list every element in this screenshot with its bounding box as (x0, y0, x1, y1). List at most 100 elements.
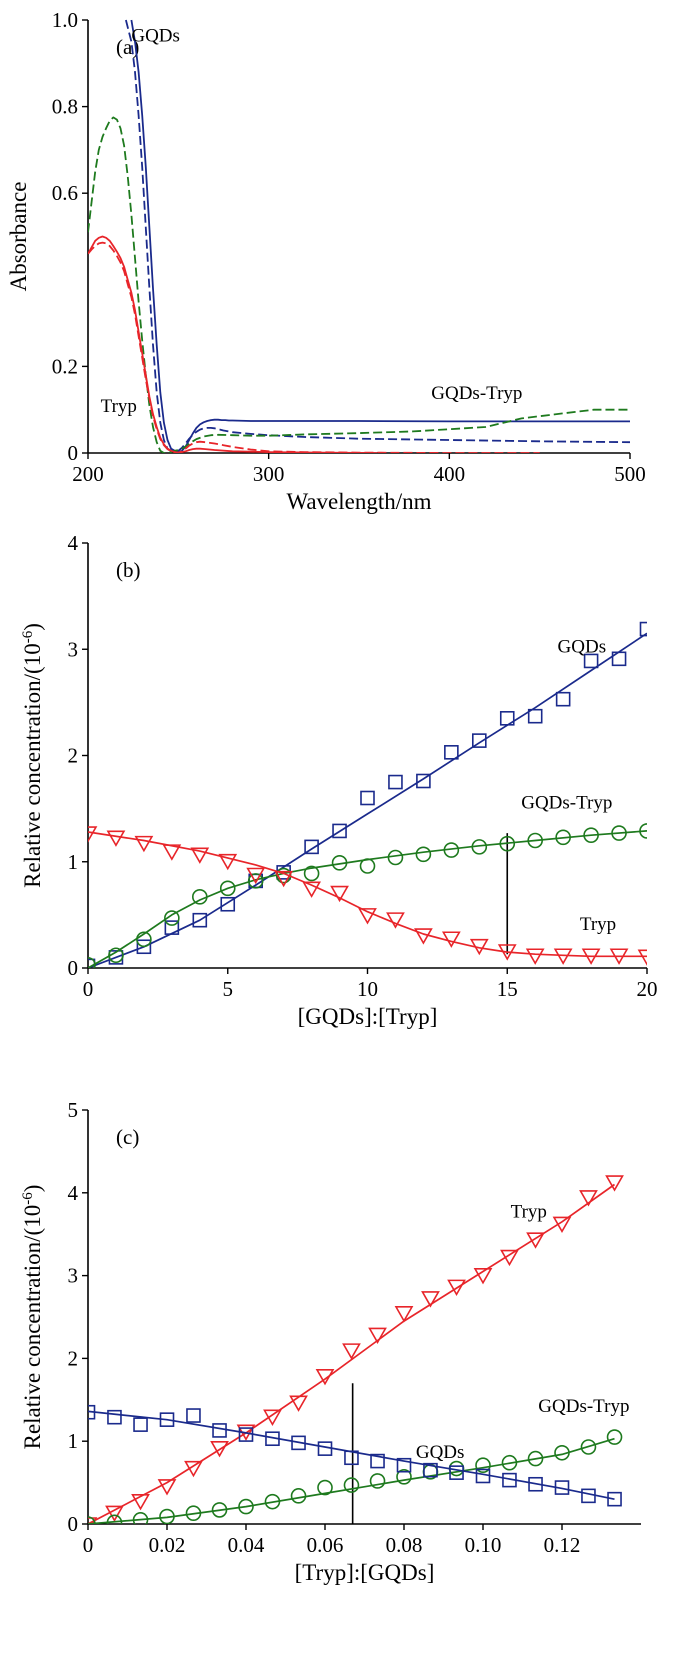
data-point-circle (396, 1469, 412, 1485)
series-0 (130, 19, 630, 453)
chart-panel-b: 0 5 10 15 20 0 1 2 3 4 [GQDs]:[Tryp] Relative conce… (20, 531, 658, 1029)
data-point-circle (583, 827, 599, 843)
data-point-square (164, 920, 180, 935)
annotation-label: GQDs (416, 1442, 465, 1463)
x-tick-label: 0.02 (149, 1533, 186, 1557)
data-point-square (238, 1427, 254, 1442)
y-tick-label: 4 (68, 1181, 79, 1205)
data-point-triangle (553, 948, 573, 965)
data-point-triangle (368, 1327, 387, 1345)
data-point-circle (317, 1479, 333, 1496)
data-point-triangle (358, 908, 377, 925)
y-tick-label: 0 (68, 1512, 79, 1536)
data-point-triangle (218, 853, 238, 871)
x-tick-label: 0.08 (386, 1533, 423, 1557)
x-tick-label: 400 (434, 462, 466, 486)
y-tick-label: 2 (68, 744, 79, 768)
data-point-triangle (394, 1306, 414, 1323)
y-tick-label: 0.2 (52, 354, 78, 378)
data-point-triangle (157, 1479, 177, 1496)
data-point-circle (555, 829, 571, 846)
data-point-triangle (106, 830, 126, 847)
y-tick-label: 0.8 (52, 95, 78, 119)
annotation-label: Tryp (580, 914, 616, 935)
data-point-triangle (609, 948, 629, 965)
data-point-square (471, 733, 487, 748)
data-point-triangle (302, 881, 321, 898)
data-point-square (527, 708, 543, 724)
data-point-square (444, 745, 459, 760)
data-point-square (639, 621, 647, 637)
data-point-circle (527, 832, 544, 849)
spectrum-line (88, 241, 540, 453)
data-point-triangle (441, 931, 461, 948)
data-point-circle (554, 1444, 570, 1461)
data-point-circle (106, 1514, 123, 1524)
annotation-label: GQDs (558, 636, 607, 657)
x-tick-label: 20 (637, 977, 658, 1001)
data-point-circle (185, 1505, 202, 1522)
y-tick-label: 0.6 (52, 181, 78, 205)
y-axis-title-main: Relative concentration/(10 (20, 1205, 45, 1450)
data-point-triangle (184, 1460, 203, 1478)
data-point-triangle (342, 1343, 361, 1360)
data-point-triangle (162, 844, 182, 861)
data-point-square (581, 1488, 596, 1504)
data-point-circle (387, 849, 404, 866)
annotation-label: Tryp (511, 1202, 547, 1223)
data-point-triangle (421, 1291, 440, 1308)
annotation-label: GQDs-Tryp (431, 383, 522, 404)
data-point-triangle (605, 1175, 624, 1192)
x-tick-label: 0.10 (465, 1533, 502, 1557)
data-point-circle (159, 1508, 175, 1524)
data-point-circle (501, 1454, 518, 1471)
y-axis-title: Relative concentration/(10-6) (20, 623, 45, 888)
data-point-square (583, 653, 599, 669)
data-point-circle (264, 1493, 281, 1510)
x-tick-label: 5 (223, 977, 234, 1001)
data-point-circle (475, 1457, 491, 1474)
data-point-circle (415, 846, 432, 863)
y-axis-title-main: Relative concentration/(10 (20, 643, 45, 888)
data-point-triangle (473, 1267, 493, 1285)
data-point-square (133, 1417, 148, 1432)
panel-label: (c) (116, 1125, 139, 1149)
fit-line (88, 1410, 615, 1501)
data-point-square (607, 1491, 622, 1507)
data-point-triangle (210, 1441, 229, 1458)
data-point-square (304, 839, 319, 855)
spectrum-line (130, 19, 630, 453)
y-tick-label: 3 (68, 637, 79, 661)
data-point-circle (611, 825, 627, 841)
series-1 (125, 19, 630, 453)
data-point-circle (192, 889, 208, 905)
series-4 (88, 241, 540, 453)
data-point-circle (88, 957, 96, 968)
data-point-square (212, 1423, 227, 1438)
x-tick-label: 0.06 (307, 1533, 344, 1557)
data-point-square (159, 1412, 175, 1427)
y-tick-label: 1 (68, 850, 79, 874)
data-point-circle (343, 1477, 360, 1493)
y-axis-title-end: ) (20, 1185, 45, 1193)
x-tick-label: 15 (497, 977, 518, 1001)
data-point-triangle (88, 826, 98, 843)
data-point-square (611, 651, 627, 667)
x-tick-label: 0.12 (544, 1533, 581, 1557)
series-0 (88, 1175, 624, 1524)
data-point-triangle (386, 912, 405, 929)
series-2 (88, 1404, 622, 1507)
y-axis-title-main: Absorbance (6, 182, 31, 292)
data-point-triangle (274, 870, 294, 888)
data-point-square (220, 896, 236, 912)
data-point-circle (606, 1429, 623, 1445)
x-axis-title: Wavelength/nm (286, 489, 431, 514)
x-tick-label: 0 (83, 977, 94, 1001)
data-point-circle (580, 1439, 597, 1455)
data-point-square (528, 1476, 543, 1492)
x-axis-title: [GQDs]:[Tryp] (298, 1004, 438, 1029)
data-point-square (475, 1468, 491, 1484)
data-point-circle (164, 910, 180, 926)
data-point-square (449, 1465, 464, 1480)
data-point-triangle (525, 948, 545, 965)
